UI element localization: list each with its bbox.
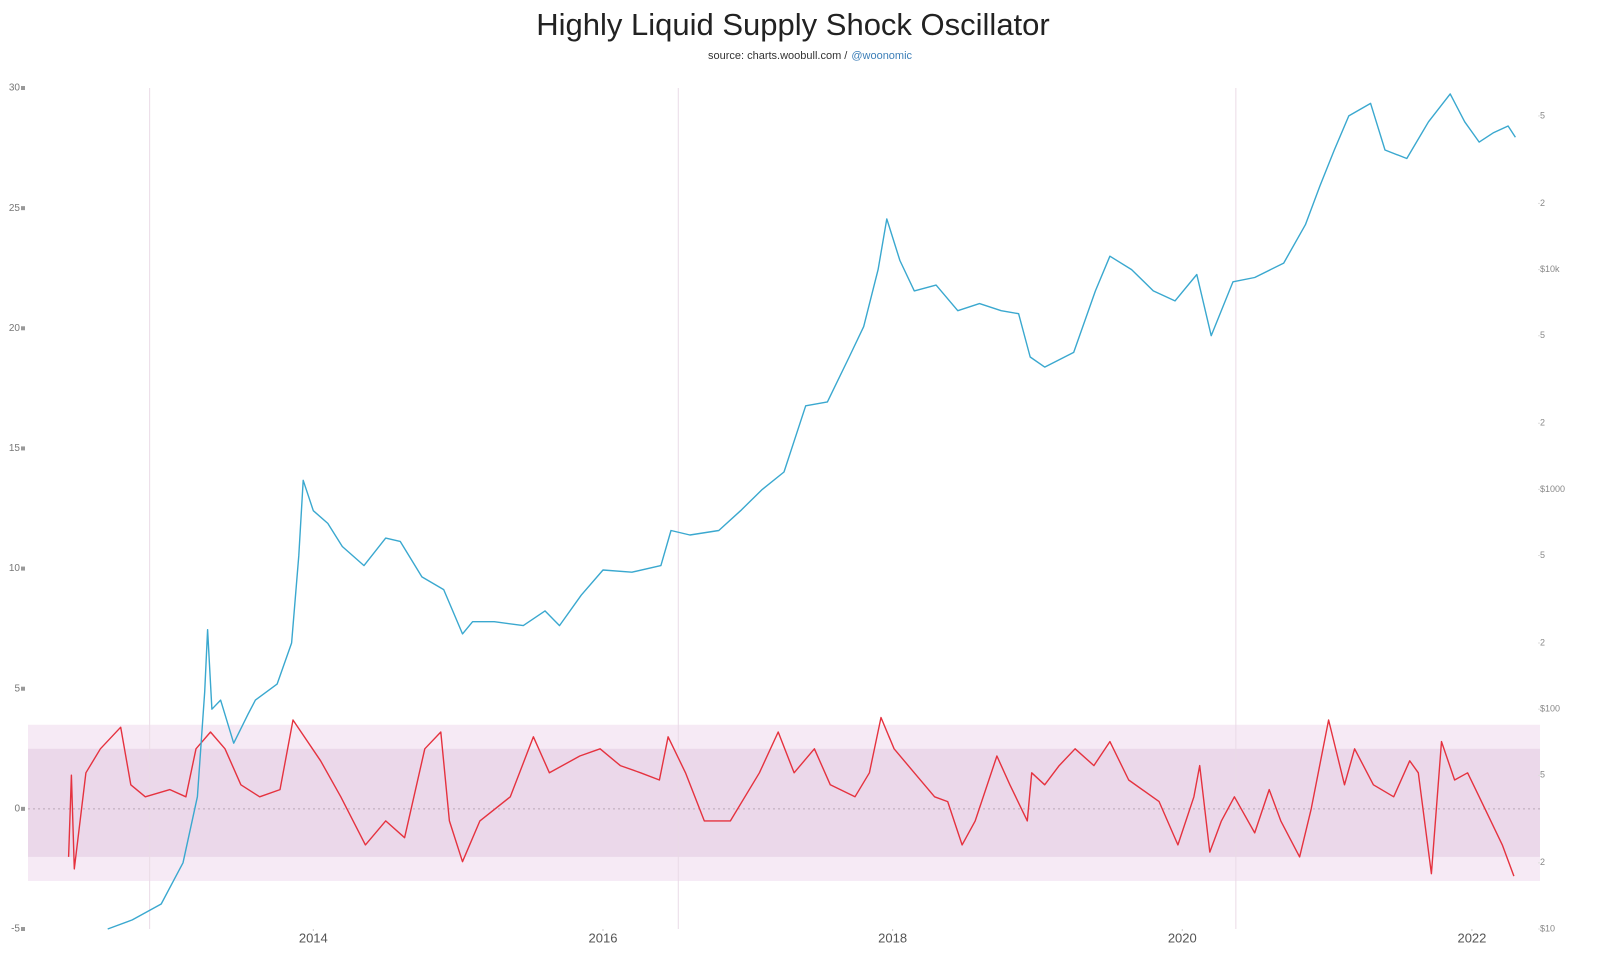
x-tick-label: 2014 xyxy=(299,930,328,945)
chart-title: Highly Liquid Supply Shock Oscillator xyxy=(536,7,1049,42)
y2-tick-label: 5 xyxy=(1540,110,1545,120)
x-tick-label: 2016 xyxy=(589,930,618,945)
y-tick-mark xyxy=(21,927,25,931)
y-tick-label: 30 xyxy=(9,83,21,94)
y2-tick-label: 2 xyxy=(1540,637,1545,647)
series-line xyxy=(107,93,1516,930)
y-tick-mark xyxy=(21,566,25,571)
y-tick-mark xyxy=(21,326,25,331)
y2-tick-label: 5 xyxy=(1540,550,1545,560)
x-tick-label: 2020 xyxy=(1168,930,1197,945)
bands xyxy=(28,724,1540,881)
y-tick-label: 15 xyxy=(9,443,21,454)
y2-tick-label: $100 xyxy=(1540,704,1560,714)
source-text: source: charts.woobull.com / xyxy=(708,50,848,62)
band xyxy=(28,748,1540,857)
y2-tick-label: 5 xyxy=(1540,770,1545,780)
y2-tick-label: $10k xyxy=(1540,264,1560,274)
y2-tick-label: 2 xyxy=(1540,857,1545,867)
y-tick-mark xyxy=(21,206,25,211)
y-tick-label: 0 xyxy=(14,803,20,814)
source-link[interactable]: @woonomic xyxy=(851,50,912,62)
y-tick-mark xyxy=(21,686,25,691)
y-tick-label: 20 xyxy=(9,323,21,334)
y2-tick-label: 2 xyxy=(1540,198,1545,208)
y-tick-label: 5 xyxy=(14,683,20,694)
y-tick-mark xyxy=(21,806,25,811)
x-tick-label: 2022 xyxy=(1457,930,1486,945)
y-tick-label: -5 xyxy=(11,924,20,935)
y2-tick-label: $1000 xyxy=(1540,484,1565,494)
chart-subtitle: source: charts.woobull.com / @woonomic xyxy=(708,50,913,62)
y-tick-label: 10 xyxy=(9,563,21,574)
y2-tick-label: $10 xyxy=(1540,923,1555,933)
x-tick-label: 2018 xyxy=(878,930,907,945)
y2-tick-label: 5 xyxy=(1540,330,1545,340)
y-tick-mark xyxy=(21,86,25,90)
y2-tick-label: 2 xyxy=(1540,418,1545,428)
y-tick-label: 25 xyxy=(9,203,21,214)
y-tick-mark xyxy=(21,446,25,451)
series-line xyxy=(67,716,1515,877)
lines xyxy=(67,93,1516,930)
